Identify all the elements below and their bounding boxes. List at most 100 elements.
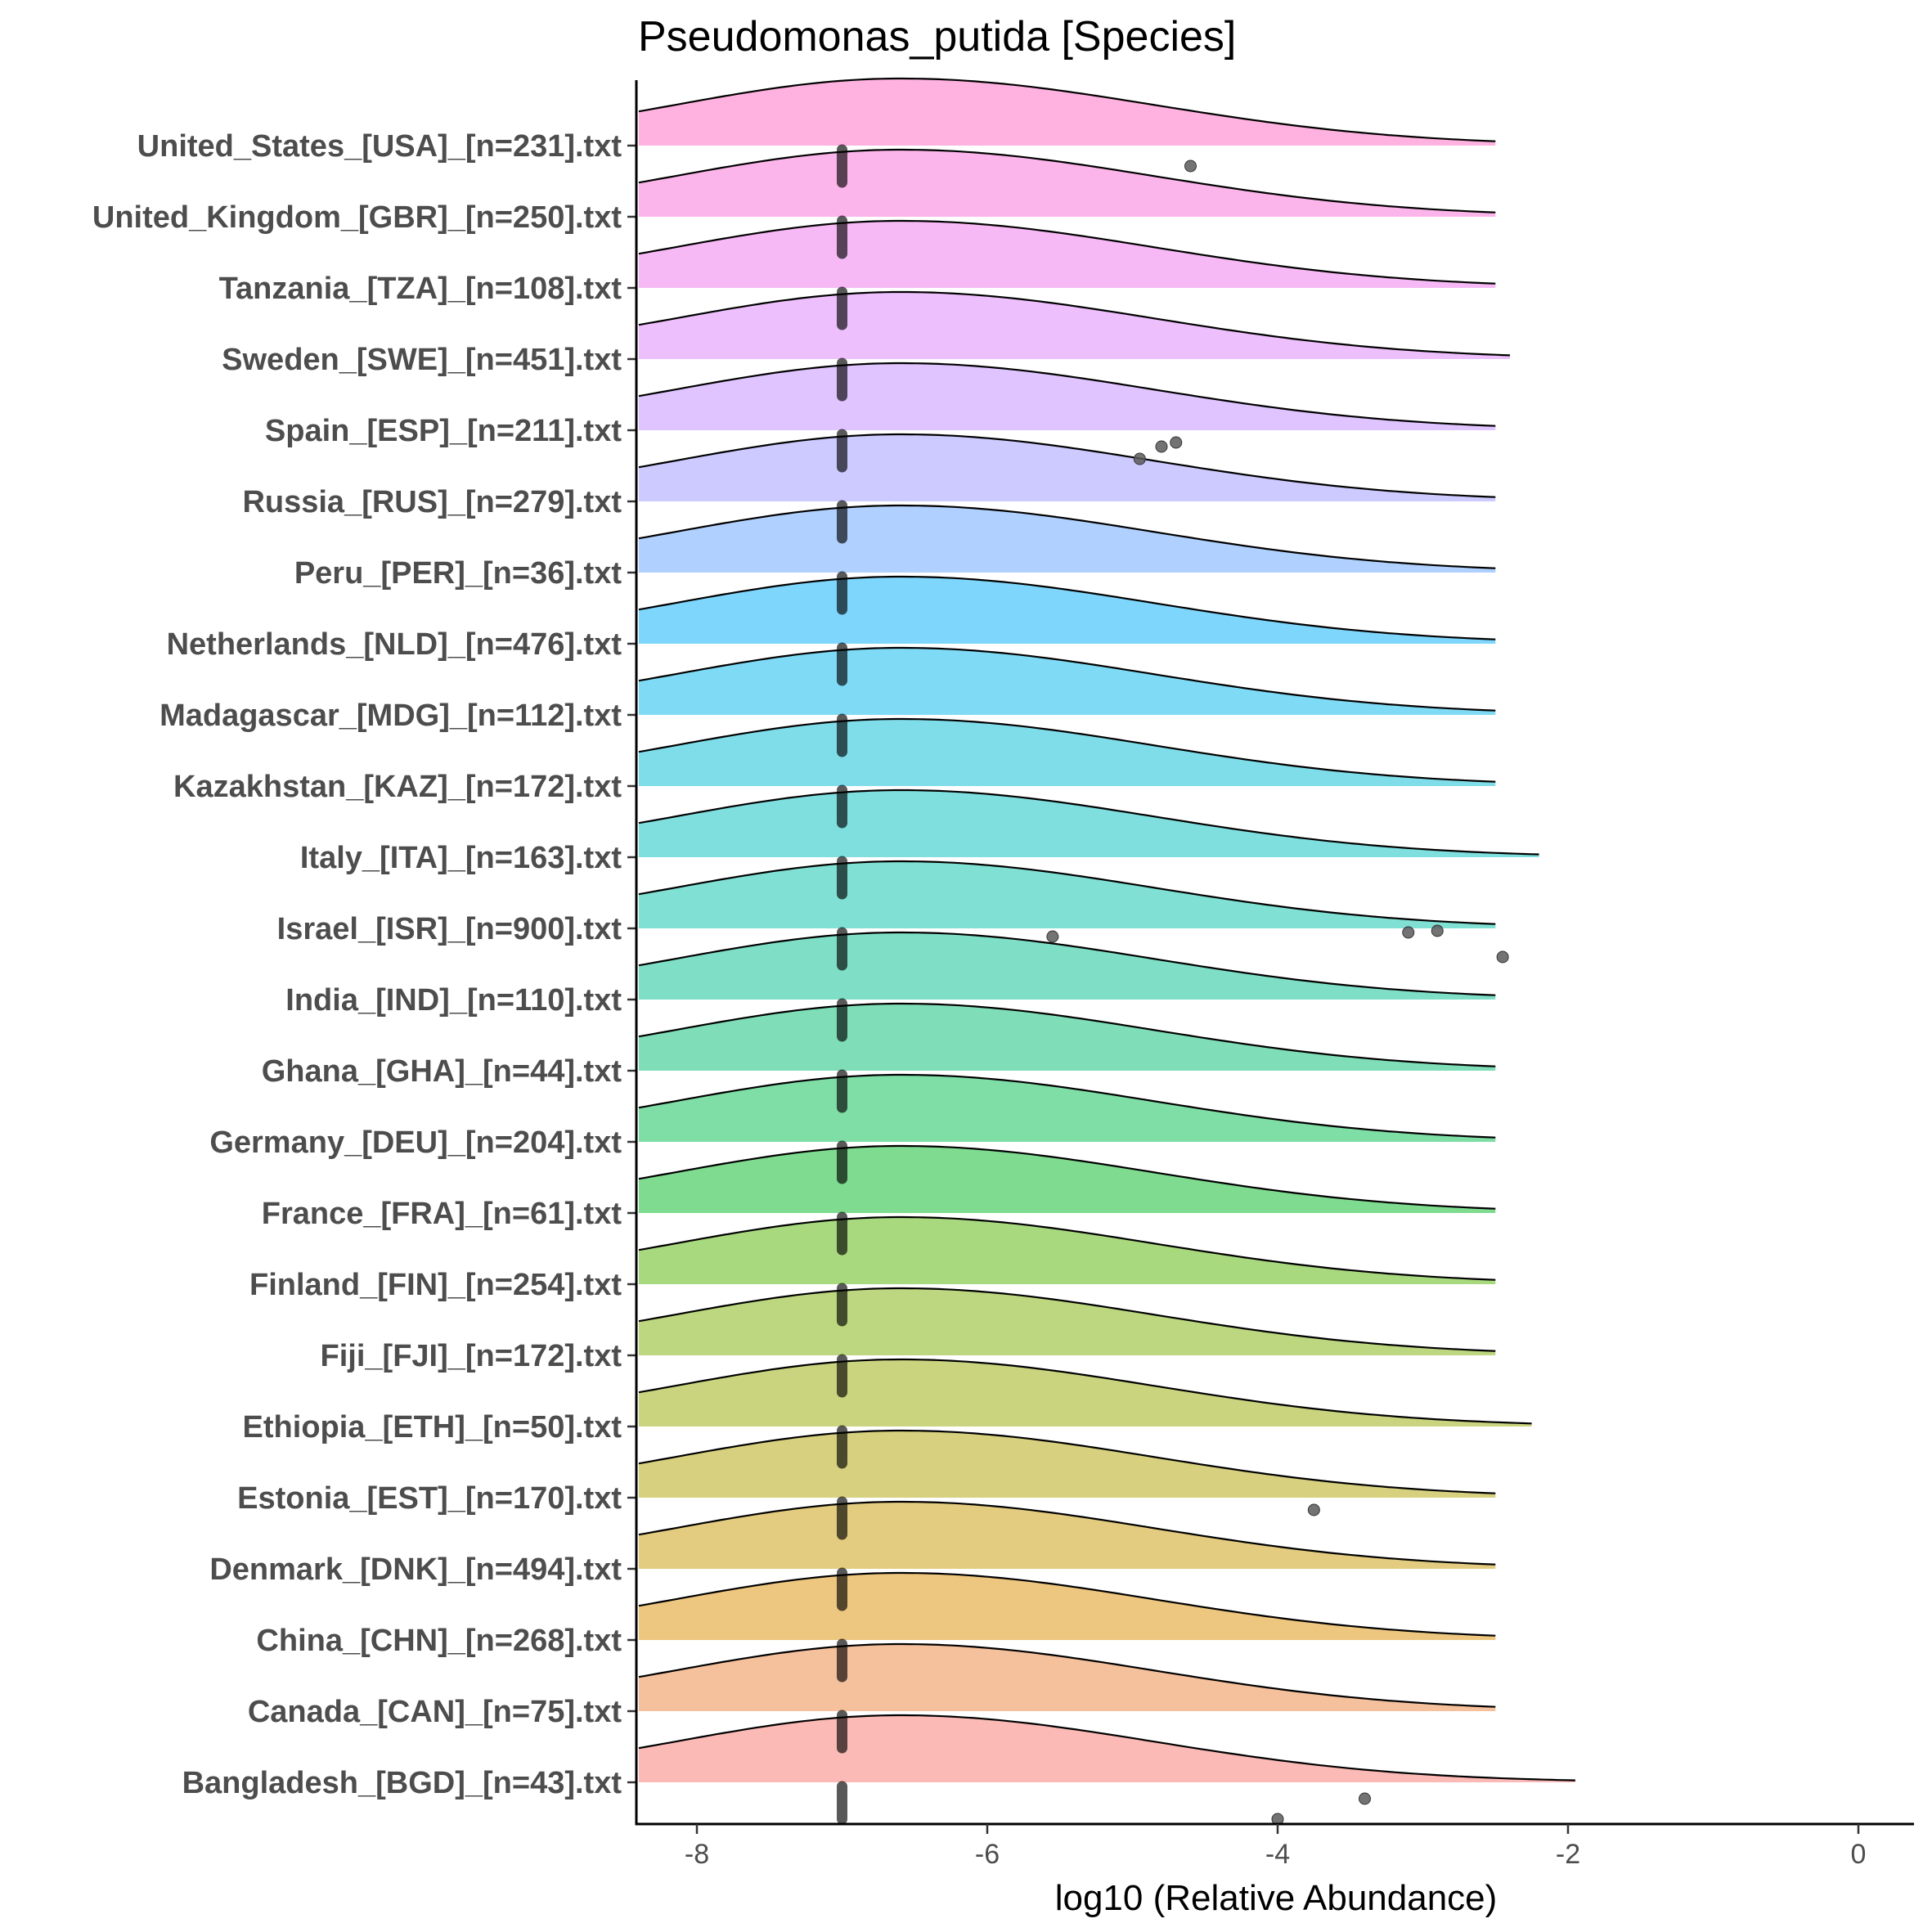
y-tick-label: Israel_[ISR]_[n=900].txt: [277, 912, 622, 946]
outlier-point: [1155, 440, 1168, 453]
ridge-outline: [638, 219, 1496, 285]
y-tick-label: France_[FRA]_[n=61].txt: [262, 1197, 622, 1231]
ridge-fill: [639, 221, 1496, 288]
ridge-fill: [639, 505, 1496, 573]
ridge-outline: [638, 433, 1496, 498]
ridge-fill: [639, 292, 1510, 359]
y-axis-labels: Bangladesh_[BGD]_[n=43].txt Canada_[CAN]_…: [92, 129, 636, 1800]
y-tick-label: Finland_[FIN]_[n=254].txt: [249, 1268, 622, 1302]
ridge-outline: [638, 1358, 1532, 1425]
y-tick-label: Russia_[RUS]_[n=279].txt: [242, 485, 622, 519]
ridge-outline: [638, 1429, 1496, 1494]
ridge-fill: [639, 79, 1496, 146]
outlier-point: [1184, 160, 1197, 173]
ridge-outline: [638, 1073, 1496, 1139]
outlier-point: [1307, 1503, 1320, 1516]
ridge-fill: [639, 1288, 1496, 1355]
y-tick-label: Germany_[DEU]_[n=204].txt: [209, 1126, 622, 1160]
x-axis: -8 -6 -4 -2 0: [635, 80, 1914, 1870]
ridge-outline: [638, 504, 1496, 569]
y-tick-label: Sweden_[SWE]_[n=451].txt: [222, 343, 622, 377]
y-tick-label: United_States_[USA]_[n=231].txt: [137, 129, 622, 164]
ridge-10: [638, 1002, 1496, 1071]
ridge-fill: [639, 1502, 1496, 1569]
y-tick-label: Estonia_[EST]_[n=170].txt: [237, 1481, 622, 1516]
ridge-fill: [639, 1715, 1575, 1782]
ridge-16: [638, 575, 1496, 644]
ridge-fill: [639, 719, 1496, 786]
y-tick-label: Kazakhstan_[KAZ]_[n=172].txt: [173, 770, 622, 804]
ridge-23: [638, 77, 1496, 146]
outlier-point: [1170, 436, 1183, 449]
outlier-point: [1402, 926, 1415, 939]
ridge-fill: [639, 932, 1496, 1000]
y-tick-label: United_Kingdom_[GBR]_[n=250].txt: [92, 200, 622, 235]
y-tick-label: Netherlands_[NLD]_[n=476].txt: [167, 627, 622, 662]
ridge-17: [638, 504, 1496, 573]
ridge-1: [638, 1642, 1496, 1711]
ridge-fill: [639, 861, 1496, 928]
ridge-outline: [638, 77, 1496, 142]
y-tick-label: Italy_[ITA]_[n=163].txt: [300, 841, 622, 875]
ridge-fill: [639, 1004, 1496, 1071]
outlier-point: [1431, 924, 1444, 937]
ridge-13: [638, 789, 1539, 857]
y-tick-label: India_[IND]_[n=110].txt: [285, 983, 622, 1018]
x-tick-label: 0: [1851, 1839, 1867, 1870]
ridge-3: [638, 1500, 1496, 1569]
ridge-fill: [639, 1217, 1496, 1284]
ridge-outline: [638, 1500, 1496, 1566]
y-tick-label: Denmark_[DNK]_[n=494].txt: [209, 1552, 622, 1587]
y-tick-label: Spain_[ESP]_[n=211].txt: [265, 414, 622, 448]
ridge-fill: [639, 150, 1496, 217]
ridge-fill: [639, 1359, 1532, 1427]
x-tick-label: -2: [1556, 1839, 1580, 1870]
ridge-outline: [638, 290, 1511, 357]
y-tick-label: Bangladesh_[BGD]_[n=43].txt: [182, 1766, 622, 1800]
ridge-18: [638, 433, 1496, 501]
ridge-4: [638, 1429, 1496, 1498]
markers-layer: [837, 144, 1509, 1826]
ridge-19: [638, 362, 1496, 430]
ridge-outline: [638, 148, 1496, 213]
ridge-15: [638, 646, 1496, 715]
ridge-11: [638, 931, 1496, 1000]
ridge-9: [638, 1073, 1496, 1142]
ridge-7: [638, 1215, 1496, 1284]
ridge-outline: [638, 717, 1496, 783]
y-tick-label: Canada_[CAN]_[n=75].txt: [248, 1695, 622, 1729]
outlier-point: [1496, 950, 1509, 964]
y-tick-label: Peru_[PER]_[n=36].txt: [294, 556, 622, 591]
ridge-outline: [638, 1144, 1496, 1210]
ridge-fill: [639, 577, 1496, 644]
ridge-outline: [638, 1642, 1496, 1708]
ridge-14: [638, 717, 1496, 786]
ridge-outline: [638, 1002, 1496, 1067]
ridge-outline: [638, 931, 1496, 996]
ridge-outline: [638, 1714, 1575, 1781]
ridge-fill: [639, 1146, 1496, 1213]
y-tick-label: Madagascar_[MDG]_[n=112].txt: [160, 699, 622, 733]
y-tick-label: Tanzania_[TZA]_[n=108].txt: [219, 272, 622, 306]
y-tick-label: Ghana_[GHA]_[n=44].txt: [262, 1054, 622, 1089]
ridge-fill: [639, 1573, 1496, 1640]
outlier-point: [1133, 452, 1146, 465]
ridge-outline: [638, 860, 1496, 925]
ridge-outline: [638, 362, 1496, 427]
ridges-layer: [638, 77, 1575, 1782]
ridge-fill: [639, 1431, 1496, 1498]
ridge-12: [638, 860, 1496, 928]
ridge-fill: [639, 1644, 1496, 1711]
x-tick-label: -8: [685, 1839, 709, 1870]
ridge-outline: [638, 1215, 1496, 1281]
ridge-fill: [639, 363, 1496, 430]
ridge-21: [638, 219, 1496, 288]
ridge-fill: [639, 648, 1496, 715]
ridge-20: [638, 290, 1511, 359]
x-tick-label: -6: [975, 1839, 1000, 1870]
ridge-outline: [638, 789, 1539, 856]
ridge-6: [638, 1287, 1496, 1355]
ridge-22: [638, 148, 1496, 217]
y-tick-label: Fiji_[FJI]_[n=172].txt: [321, 1339, 622, 1373]
